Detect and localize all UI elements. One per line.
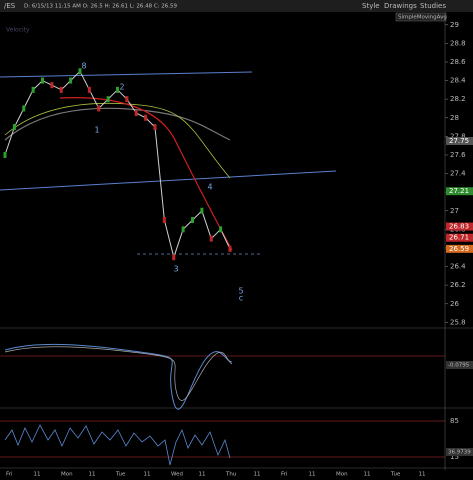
price-tick-label: 26.2	[450, 281, 466, 289]
candle	[12, 124, 16, 131]
wave-label: 4	[207, 183, 212, 192]
price-label: 27.75	[449, 137, 469, 145]
x-axis-label: Wed	[171, 472, 183, 478]
drawings-button[interactable]: Drawings	[384, 2, 417, 10]
price-tick-label: 25.8	[450, 318, 466, 326]
trendline	[0, 170, 337, 191]
style-button[interactable]: Style	[362, 2, 380, 10]
candle	[125, 96, 129, 103]
watermark: Velocity	[6, 27, 30, 34]
wave-label: 8	[81, 62, 86, 71]
x-axis-label: Mon	[336, 472, 348, 478]
price-tick-label: 26	[450, 300, 459, 308]
price-label-box	[446, 137, 473, 145]
dynamic-layer: 2928.828.628.428.22827.827.627.427.22726…	[3, 21, 473, 478]
x-axis-label: 11	[364, 472, 371, 478]
candle	[41, 77, 44, 84]
candle	[50, 82, 54, 89]
price-tick-label: 26.4	[450, 263, 466, 271]
price-tick-label: 28.2	[450, 95, 466, 103]
x-axis-label: 11	[34, 472, 41, 478]
x-axis-label: Mon	[61, 472, 73, 478]
candle	[78, 68, 82, 75]
value-box	[446, 448, 473, 456]
price-tick-label: 28.4	[450, 77, 466, 85]
candle	[106, 96, 110, 103]
candle	[97, 105, 101, 112]
x-axis-label: 11	[89, 472, 96, 478]
rsi-upper: 85	[450, 417, 459, 425]
price-label-box	[446, 244, 473, 253]
value-box	[446, 361, 473, 369]
price-label-box	[446, 233, 473, 242]
study-label-box	[395, 12, 447, 22]
candle	[3, 151, 7, 158]
price-label-box	[446, 187, 473, 196]
x-axis-label: 11	[254, 472, 261, 478]
bar-info: D: 6/15/13 11:15 AM O: 26.5 H: 26.61 L: …	[24, 4, 178, 10]
price-label: 26.59	[449, 245, 469, 253]
moving-average	[4, 102, 231, 179]
price-label-box	[446, 222, 473, 231]
price-tick-label: 27.4	[450, 170, 466, 178]
candle	[191, 217, 194, 224]
x-axis-label: 11	[144, 472, 151, 478]
x-axis-label: 11	[419, 472, 426, 478]
candle	[181, 226, 185, 233]
trendline	[0, 71, 253, 78]
x-axis-label: Thu	[225, 472, 236, 478]
x-axis-label: 11	[199, 472, 206, 478]
candle	[200, 207, 204, 214]
wave-label: 5	[238, 287, 243, 296]
macd-value: -0.0795	[448, 363, 470, 369]
wave-label: 2	[119, 83, 124, 92]
x-axis-label: Fri	[6, 472, 13, 478]
toolbar	[0, 0, 473, 12]
candle	[153, 124, 157, 131]
candle	[134, 110, 138, 117]
price-tick-label: 27.8	[450, 132, 466, 140]
symbol[interactable]: /ES	[4, 2, 16, 10]
x-axis-label: Fri	[281, 472, 288, 478]
rsi-lower: 15	[450, 453, 459, 461]
candle	[116, 86, 119, 93]
x-axis-label: Tue	[390, 472, 401, 478]
candle	[22, 105, 26, 112]
price-label: 26.83	[449, 223, 469, 231]
candle	[162, 217, 166, 224]
candle	[69, 77, 73, 84]
price-label: 27.21	[449, 187, 469, 195]
candle	[209, 235, 213, 242]
price-tick-label: 27.6	[450, 151, 466, 159]
candle	[144, 114, 148, 121]
price-tick-label: 28.8	[450, 39, 466, 47]
wave-label: 3	[173, 265, 178, 274]
candle	[219, 226, 223, 233]
x-axis-label: Tue	[115, 472, 126, 478]
x-axis-label: 11	[309, 472, 316, 478]
candle	[172, 254, 176, 261]
rsi-line	[4, 424, 231, 466]
signal-line	[4, 346, 233, 401]
price-tick-label: 28	[450, 114, 459, 122]
studies-button[interactable]: Studies	[420, 2, 446, 10]
price-tick-label: 28.6	[450, 58, 466, 66]
study-label: SimpleMovingAvg	[398, 15, 447, 21]
price-label: 26.71	[449, 234, 469, 242]
wave-label: 1	[94, 126, 99, 135]
price-tick-label: 29	[450, 21, 459, 29]
price-tick-label: 27	[450, 207, 459, 215]
rsi-value: 36.9739	[448, 450, 471, 456]
candle	[59, 86, 63, 93]
macd-line	[4, 343, 233, 410]
candle	[31, 86, 35, 93]
candle	[228, 245, 232, 252]
candle	[87, 86, 91, 93]
wave-label: c	[239, 294, 243, 303]
